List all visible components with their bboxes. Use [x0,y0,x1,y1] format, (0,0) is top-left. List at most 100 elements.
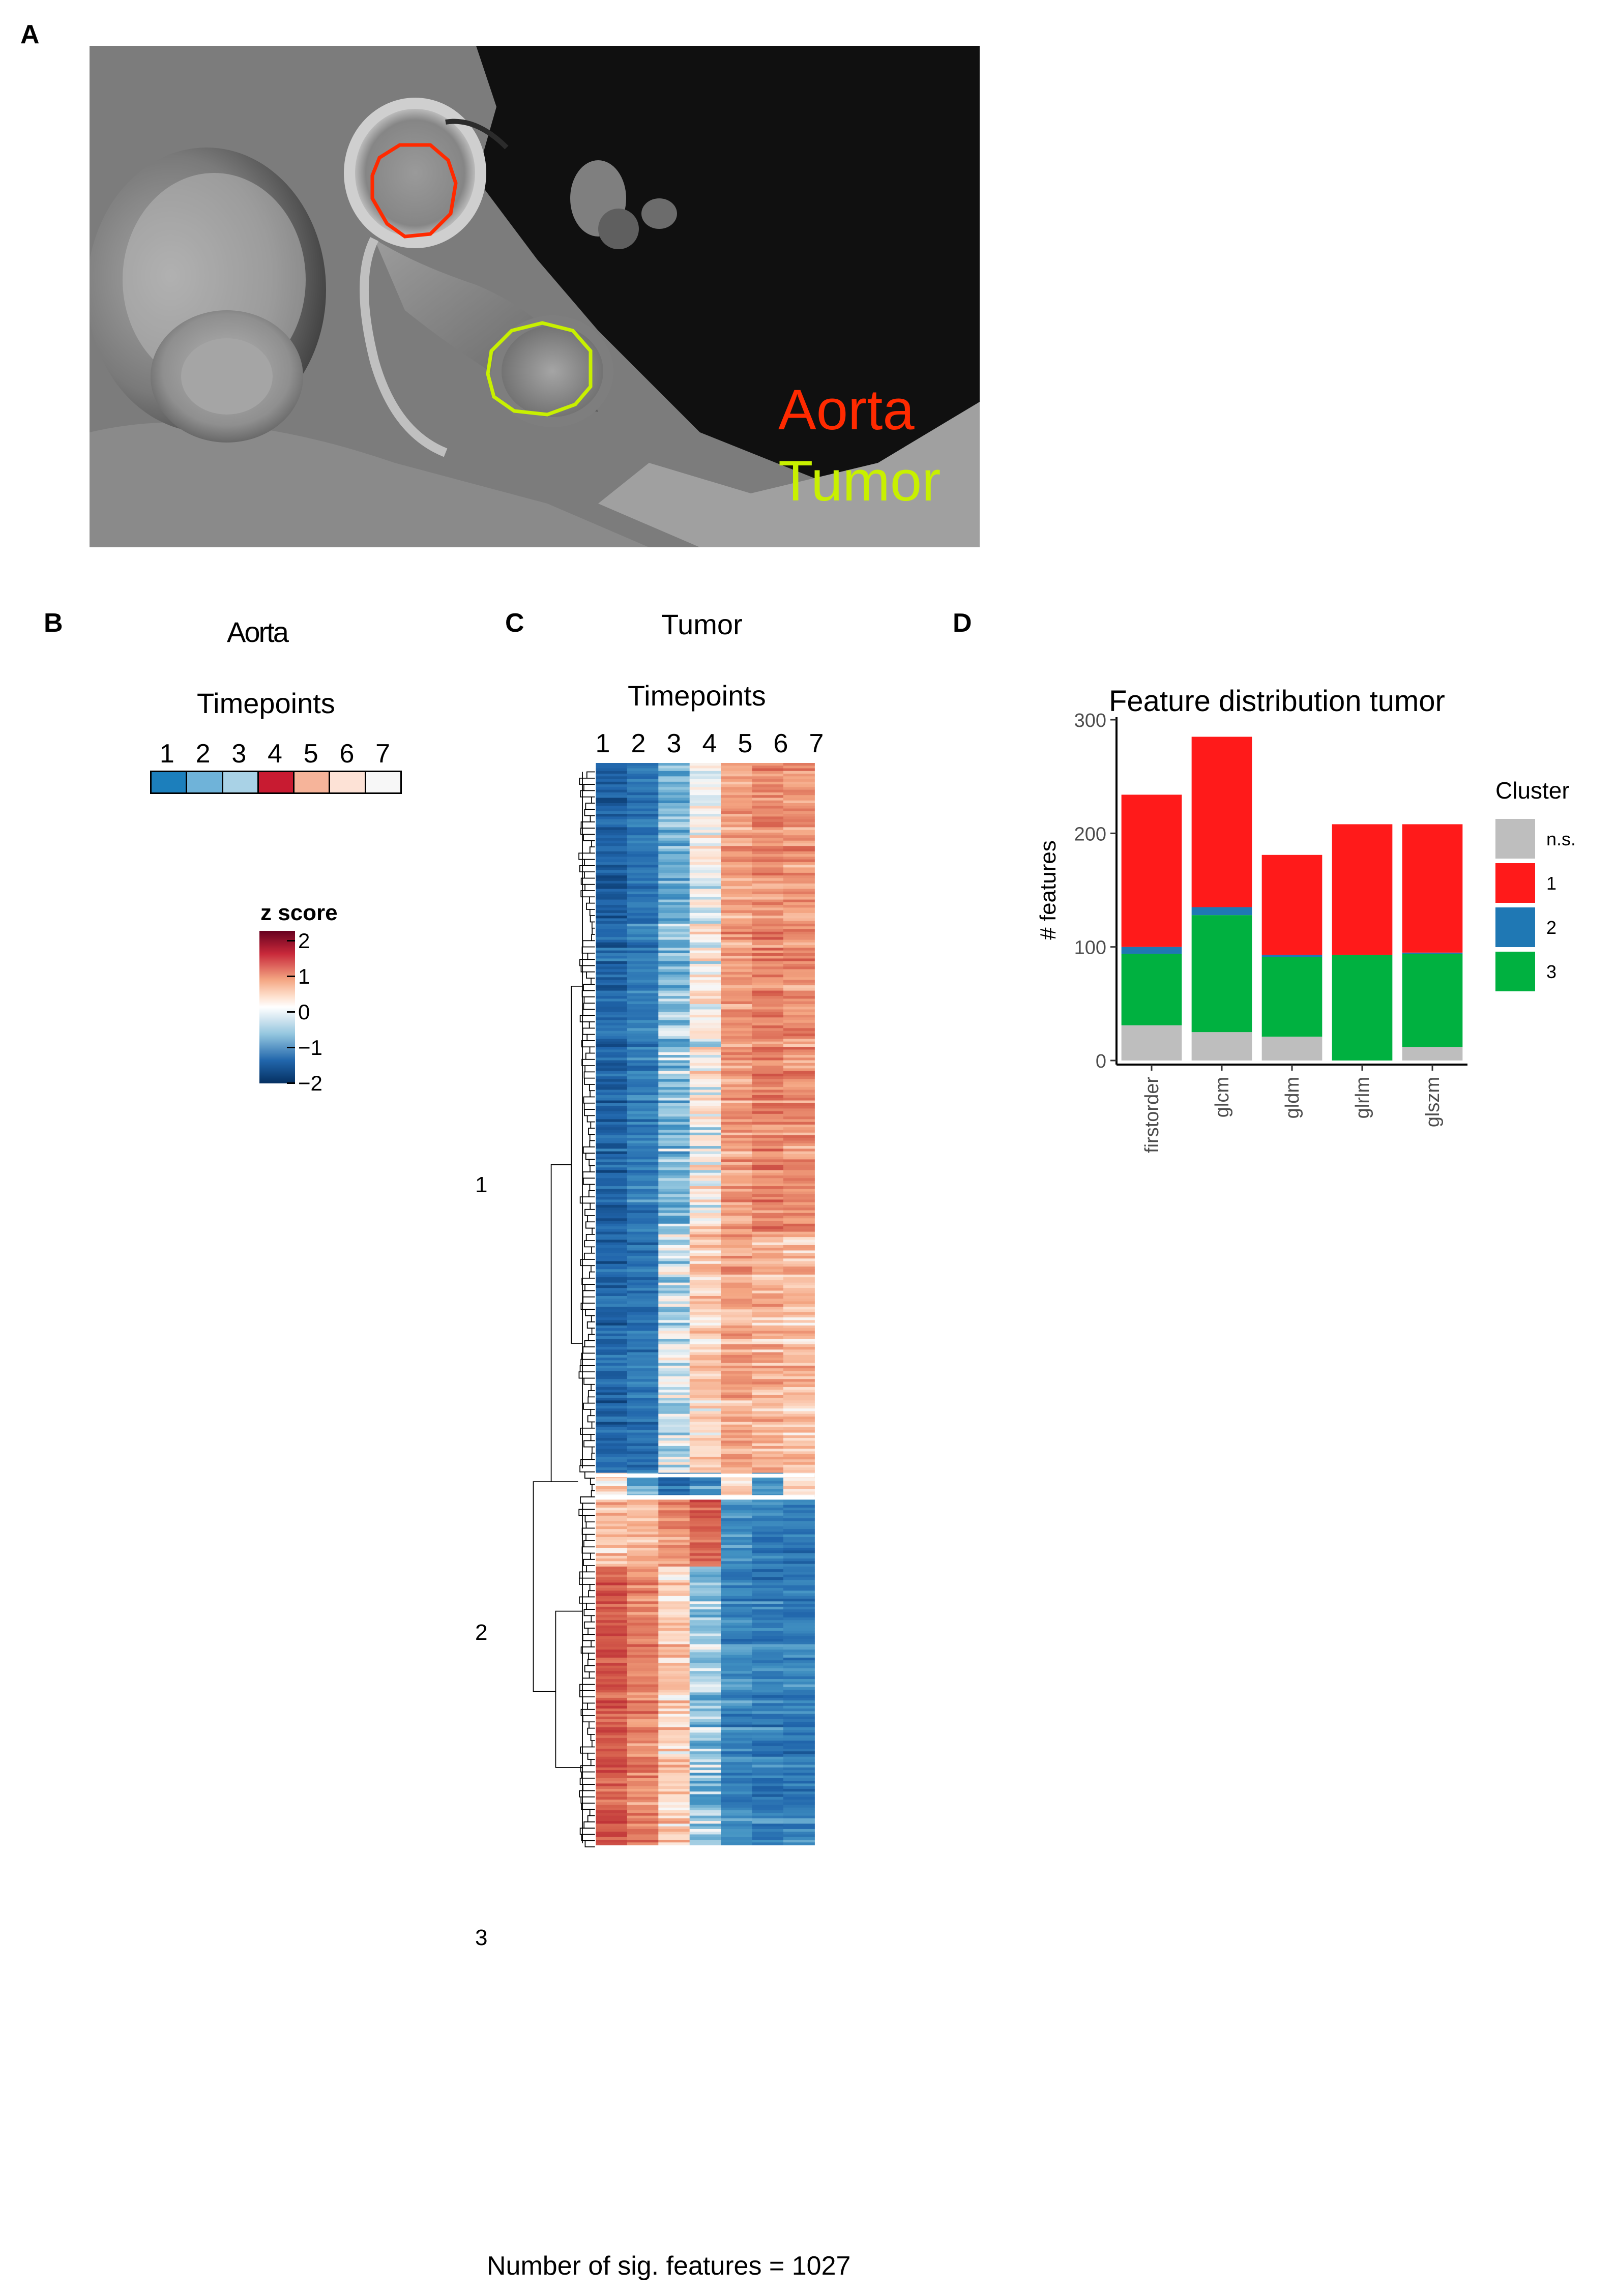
heatmap-cell [721,1194,753,1197]
heatmap-cell [752,1652,784,1656]
heatmap-cell [658,811,690,814]
heatmap-cell [658,950,690,954]
heatmap-cell [783,1087,815,1090]
heatmap-cell [627,1076,659,1079]
heatmap-cell [658,1151,690,1155]
heatmap-cell [721,1620,753,1623]
heatmap-cell [627,1154,659,1157]
heatmap-cell [783,1267,815,1270]
heatmap-cell [658,1604,690,1607]
heatmap-cell [783,1735,815,1739]
heatmap-cell [596,1111,628,1114]
heatmap-cell [783,1534,815,1538]
heatmap-cell [689,1834,721,1838]
heatmap-cell [627,1250,659,1254]
heatmap-cell [783,1106,815,1109]
heatmap-cell [721,779,753,782]
heatmap-cell [689,880,721,884]
heatmap-cell [627,1358,659,1361]
heatmap-cell [783,1550,815,1553]
heatmap-cell [596,1711,628,1714]
heatmap-cell [658,1435,690,1438]
heatmap-cell [596,875,628,878]
heatmap-cell [627,1788,659,1792]
heatmap-cell [752,1371,784,1374]
heatmap-cell [721,1090,753,1093]
heatmap-cell [721,1561,753,1565]
heatmap-cell [752,1143,784,1146]
heatmap-cell [783,1499,815,1503]
heatmap-cell [783,1392,815,1396]
heatmap-cell [627,1641,659,1645]
heatmap-cell [596,1671,628,1674]
heatmap-cell [783,1116,815,1120]
heatmap-cell [721,1553,753,1556]
heatmap-cell [627,1711,659,1714]
heatmap-cell [627,1368,659,1371]
panel-label-b: B [44,608,63,638]
heatmap-cell [689,929,721,932]
heatmap-cell [689,1553,721,1556]
heatmap-cell [658,1700,690,1703]
heatmap-cell [689,1194,721,1197]
heatmap-cell [689,1373,721,1377]
heatmap-cell [752,1167,784,1170]
heatmap-cell [721,1157,753,1160]
heatmap-cell [689,854,721,857]
heatmap-cell [721,1242,753,1246]
heatmap-cell [689,779,721,782]
heatmap-cell [721,1687,753,1690]
heatmap-cell [596,1748,628,1752]
heatmap-cell [689,1646,721,1650]
heatmap-cell [752,916,784,919]
heatmap-cell [689,1060,721,1064]
heatmap-cell [596,1505,628,1508]
heatmap-cell [658,1810,690,1813]
heatmap-cell [689,1229,721,1232]
heatmap-cell [689,918,721,922]
heatmap-cell [627,1547,659,1551]
heatmap-cell [689,1076,721,1079]
heatmap-cell [627,811,659,814]
heatmap-cell [752,1116,784,1120]
heatmap-cell [783,1422,815,1425]
heatmap-cell [783,787,815,790]
heatmap-cell [752,1312,784,1315]
heatmap-cell [658,1039,690,1042]
heatmap-cell [783,1031,815,1034]
heatmap-cell [721,872,753,876]
heatmap-cell [658,926,690,929]
heatmap-cell [721,1255,753,1259]
heatmap-cell [596,1197,628,1200]
heatmap-cell [783,1328,815,1331]
heatmap-cell [752,1376,784,1379]
heatmap-cell [783,1438,815,1441]
heatmap-footer: Number of sig. features = 1027 [487,2251,851,2281]
heatmap-cell [783,1215,815,1219]
heatmap-cell [783,1170,815,1173]
heatmap-cell [752,779,784,782]
heatmap-cell [627,1555,659,1559]
heatmap-cell [752,1044,784,1047]
heatmap-cell [689,814,721,817]
heatmap-cell [658,1392,690,1396]
heatmap-cell [752,1210,784,1214]
heatmap-cell [658,1344,690,1347]
heatmap-cell [658,1788,690,1792]
heatmap-cell [627,1529,659,1532]
heatmap-cell [783,1261,815,1264]
heatmap-cell [658,1660,690,1663]
zscore-tick [287,1047,295,1048]
heatmap-cell [721,1599,753,1602]
heatmap-cell [689,1015,721,1018]
heatmap-cell [627,1113,659,1117]
heatmap-cell [752,937,784,940]
heatmap-cell [658,1167,690,1170]
heatmap-cell [627,1055,659,1058]
heatmap-cell [783,1355,815,1358]
heatmap-cell [752,1100,784,1104]
heatmap-cell [783,1791,815,1794]
heatmap-cell [721,1240,753,1243]
heatmap-cell [658,1764,690,1768]
heatmap-cell [689,1267,721,1270]
